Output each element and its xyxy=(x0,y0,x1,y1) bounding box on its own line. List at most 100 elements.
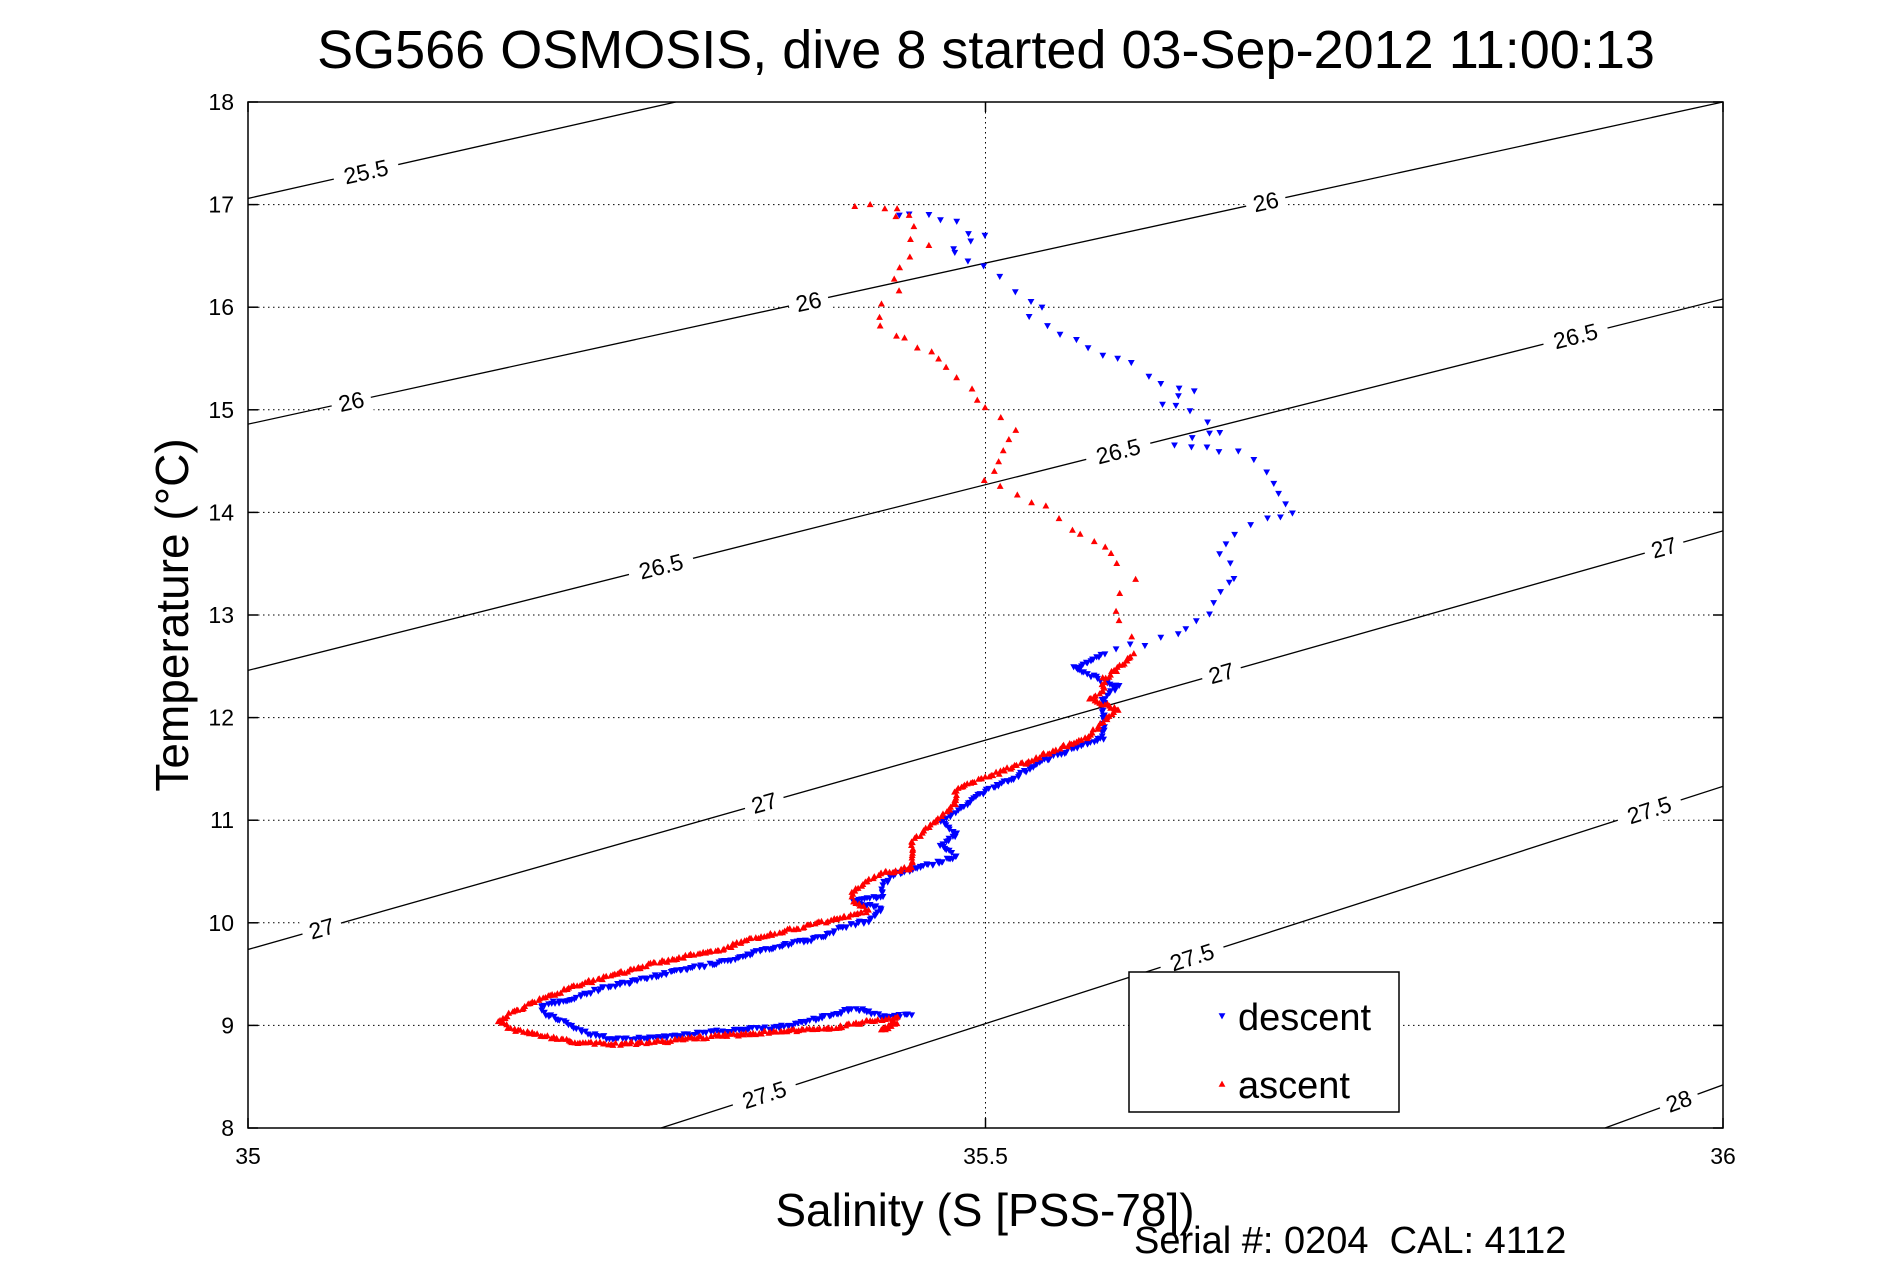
descent-point xyxy=(952,853,960,860)
ascent-point xyxy=(1113,706,1121,713)
descent-point xyxy=(1175,393,1182,400)
ascent-point xyxy=(996,482,1004,489)
descent-point xyxy=(860,920,868,927)
descent-point xyxy=(852,1006,860,1013)
legend-marker-ascent xyxy=(1218,1080,1226,1087)
descent-point xyxy=(965,231,972,238)
descent-point xyxy=(1145,373,1153,380)
descent-point xyxy=(780,1024,788,1031)
ascent-point xyxy=(953,791,960,799)
isopycnal-line-25.5 xyxy=(248,102,676,200)
descent-point xyxy=(908,1012,916,1019)
ascent-point xyxy=(928,348,936,355)
descent-point xyxy=(948,849,956,857)
descent-point xyxy=(625,981,633,988)
descent-point xyxy=(800,939,808,946)
descent-point xyxy=(1141,642,1149,650)
y-axis-label: Temperature (°C) xyxy=(146,438,198,791)
descent-point xyxy=(1114,355,1122,362)
ascent-point xyxy=(607,972,615,979)
ascent-point xyxy=(1076,530,1084,537)
isopycnal-label-bg xyxy=(1198,654,1245,693)
descent-point xyxy=(943,855,951,862)
ascent-point xyxy=(646,1038,653,1045)
ascent-point xyxy=(1028,499,1035,506)
ascent-point xyxy=(997,414,1005,421)
descent-point xyxy=(1174,631,1182,638)
descent-point xyxy=(950,246,958,253)
isopycnal-label-bg xyxy=(1156,933,1228,981)
descent-point xyxy=(1157,634,1165,641)
descent-point xyxy=(1263,469,1271,476)
descent-point xyxy=(884,879,892,886)
ascent-point xyxy=(544,1032,551,1039)
descent-point xyxy=(1127,360,1135,367)
ascent-point xyxy=(930,819,937,826)
ascent-point xyxy=(968,385,976,392)
isopycnal-label-bg xyxy=(728,1071,800,1119)
ascent-point xyxy=(1101,543,1109,550)
ascent-point xyxy=(1069,526,1076,533)
ascent-point xyxy=(703,1034,711,1042)
ascent-point xyxy=(992,768,1000,775)
descent-point xyxy=(696,964,703,971)
ascent-point xyxy=(1081,734,1089,741)
legend-descent-triangle xyxy=(1218,1013,1226,1020)
ascent-point xyxy=(911,834,919,841)
ascent-point xyxy=(694,950,702,957)
ascent-point xyxy=(878,300,885,307)
descent-point xyxy=(1206,430,1213,437)
y-tick-label: 16 xyxy=(208,294,234,320)
descent-point xyxy=(702,1030,710,1037)
ascent-point xyxy=(772,1028,780,1035)
ascent-point xyxy=(901,334,908,341)
ascent-point xyxy=(893,1019,901,1027)
descent-point xyxy=(981,232,989,239)
ascent-point xyxy=(981,404,989,411)
descent-point xyxy=(964,802,971,809)
descent-point xyxy=(1204,419,1211,426)
ascent-point xyxy=(1113,559,1121,566)
ascent-point xyxy=(910,222,918,230)
ascent-point xyxy=(893,205,901,212)
legend: descent ascent xyxy=(1128,971,1400,1113)
legend-label-descent: descent xyxy=(1238,997,1372,1039)
y-tick-label: 9 xyxy=(221,1012,234,1038)
ascent-point xyxy=(925,241,933,249)
ascent-point xyxy=(724,943,732,950)
descent-point xyxy=(1192,618,1200,625)
ascent-point xyxy=(1128,633,1136,640)
descent-point xyxy=(600,1033,608,1040)
ascent-point xyxy=(851,202,859,209)
y-tick-label: 11 xyxy=(210,807,234,833)
ascent-point xyxy=(905,211,913,218)
ascent-point xyxy=(533,1030,541,1037)
ascent-point xyxy=(1049,747,1057,754)
isopycnal-label-bg xyxy=(328,383,374,420)
descent-point xyxy=(594,988,602,995)
x-tick-label: 36 xyxy=(1710,1143,1736,1169)
ascent-point xyxy=(943,808,951,815)
ascent-point xyxy=(656,959,664,966)
ascent-point xyxy=(516,1026,524,1033)
ascent-point xyxy=(1089,726,1097,733)
y-tick-label: 8 xyxy=(221,1115,234,1141)
isopycnal-label-bg xyxy=(1243,183,1289,220)
ascent-point xyxy=(1042,502,1050,509)
isopycnal-line-26 xyxy=(248,102,1723,425)
ascent-point xyxy=(828,1025,836,1032)
ascent-point xyxy=(876,322,884,329)
ascent-point xyxy=(869,874,877,882)
isopycnal-label-bg xyxy=(330,150,402,193)
descent-point xyxy=(1217,589,1225,596)
ascent-point xyxy=(612,1039,619,1046)
descent-point xyxy=(1103,692,1111,699)
descent-point xyxy=(1157,381,1165,388)
descent-point xyxy=(1247,522,1255,529)
ascent-point xyxy=(1115,616,1123,624)
descent-point xyxy=(1282,501,1289,508)
descent-point xyxy=(706,960,714,967)
axis-ticks: 8 9 10 11 12 13 14 15 16 17 18 35 35.5 36 xyxy=(208,89,1735,1169)
ascent-point xyxy=(1113,663,1121,670)
